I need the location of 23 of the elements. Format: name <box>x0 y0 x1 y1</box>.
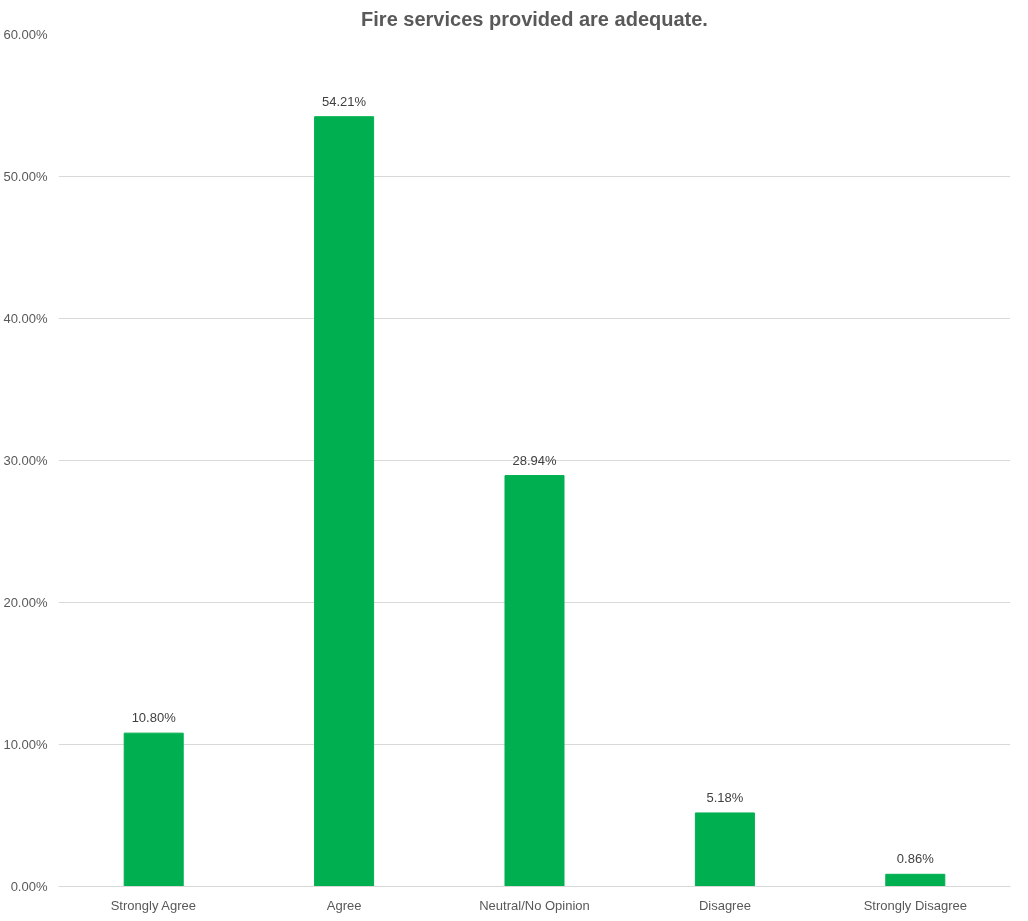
y-tick-label: 10.00% <box>3 737 48 752</box>
data-label: 10.80% <box>131 710 177 726</box>
chart-title: Fire services provided are adequate. <box>361 7 708 30</box>
y-tick-label: 40.00% <box>3 311 48 326</box>
x-tick-label: Agree <box>326 897 362 913</box>
bar <box>694 812 755 887</box>
y-tick-label: 30.00% <box>3 453 48 468</box>
data-label: 5.18% <box>706 789 744 805</box>
data-label: 54.21% <box>322 93 367 109</box>
data-label: 0.86% <box>896 851 935 867</box>
bar <box>123 732 184 887</box>
x-tick-label: Strongly Disagree <box>863 897 967 913</box>
y-tick-label: 60.00% <box>3 27 48 42</box>
bar <box>504 475 565 887</box>
y-tick-label: 20.00% <box>3 595 48 610</box>
bar <box>885 873 946 887</box>
x-tick-label: Disagree <box>698 897 751 913</box>
y-tick-label: 0.00% <box>10 879 48 894</box>
bar <box>314 116 375 887</box>
y-tick-label: 50.00% <box>3 169 48 184</box>
x-tick-label: Neutral/No Opinion <box>479 897 590 913</box>
data-label: 28.94% <box>512 452 557 468</box>
x-tick-label: Strongly Agree <box>110 897 196 913</box>
